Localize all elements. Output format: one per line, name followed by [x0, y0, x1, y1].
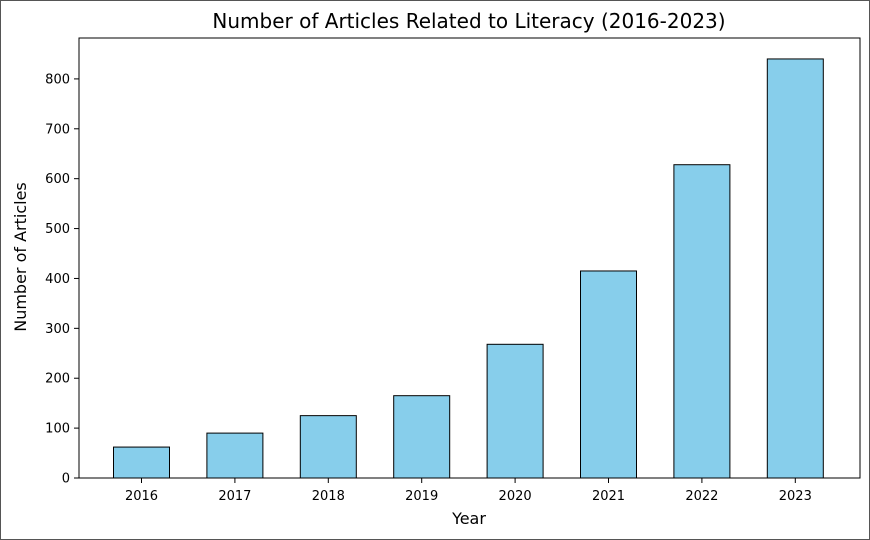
- bar-2016: [113, 446, 170, 479]
- bar-2020: [486, 343, 544, 479]
- bar-2022: [673, 164, 731, 479]
- chart-title: Number of Articles Related to Literacy (…: [212, 9, 725, 33]
- y-tick-label: 200: [45, 372, 70, 387]
- y-axis-label: Number of Articles: [11, 182, 30, 332]
- bars-layer: [113, 58, 824, 479]
- y-tick-label: 800: [45, 72, 70, 87]
- x-tick-label: 2018: [312, 489, 345, 504]
- y-tick-label: 500: [45, 222, 70, 237]
- bar-2018: [299, 415, 357, 479]
- x-axis-label: Year: [451, 509, 486, 528]
- x-tick-label: 2016: [125, 489, 158, 504]
- x-tick-label: 2022: [685, 489, 718, 504]
- y-tick-label: 600: [45, 172, 70, 187]
- ticks-layer: 2016 2017 2018 2019 2020 2021 2022 2023 0 100 200 3…: [45, 72, 812, 504]
- bar-2023: [766, 58, 824, 479]
- x-tick-label: 2020: [499, 489, 532, 504]
- x-tick-label: 2019: [405, 489, 438, 504]
- y-tick-label: 400: [45, 272, 70, 287]
- x-tick-label: 2017: [218, 489, 251, 504]
- y-tick-label: 100: [45, 422, 70, 437]
- bar-2017: [206, 432, 264, 479]
- plot-area-frame: [78, 37, 861, 479]
- y-tick-label: 300: [45, 322, 70, 337]
- bar-2019: [393, 395, 451, 479]
- y-tick-label: 0: [62, 472, 70, 487]
- x-tick-label: 2021: [592, 489, 625, 504]
- x-tick-label: 2023: [779, 489, 812, 504]
- y-tick-label: 700: [45, 122, 70, 137]
- bar-2021: [580, 270, 637, 479]
